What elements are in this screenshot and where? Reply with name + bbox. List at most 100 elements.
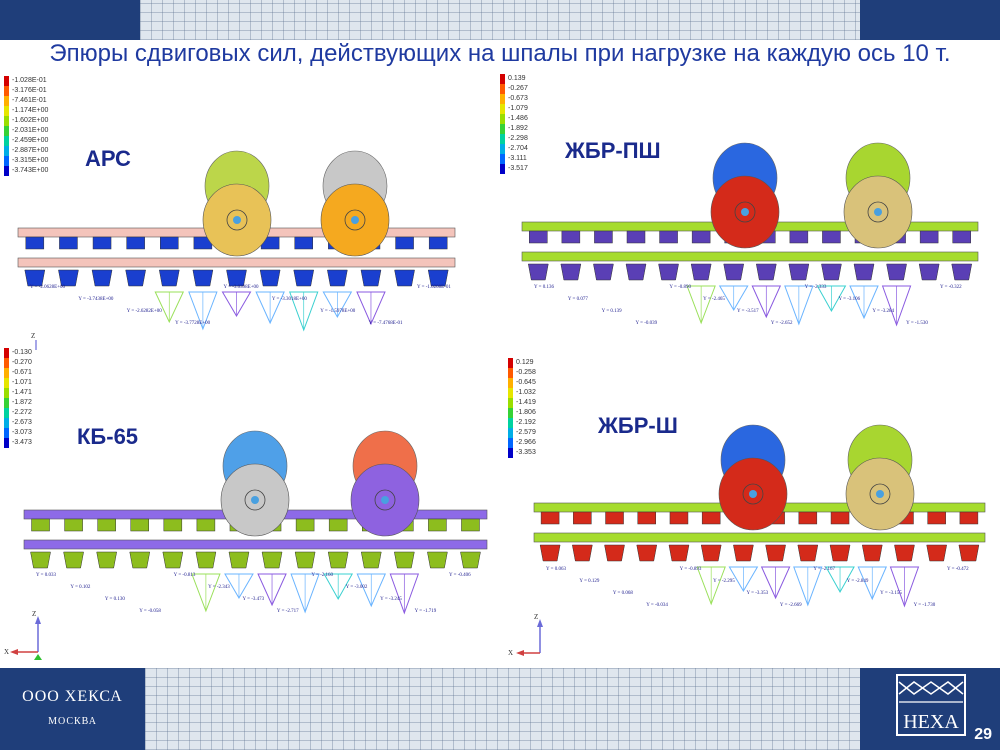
upper-tie (461, 518, 480, 532)
legend-entry: -2.192 (508, 418, 536, 428)
upper-tie (798, 511, 818, 525)
legend-value: -0.130 (12, 349, 32, 356)
legend-entry: -1.486 (500, 114, 528, 124)
legend-value: -0.673 (508, 95, 528, 102)
shear-value-label: Y = -3.245 (380, 597, 402, 602)
legend-entry: -3.517 (500, 164, 528, 174)
wheel-hub (244, 489, 266, 511)
legend-swatch (4, 76, 9, 86)
page-number: 29 (974, 726, 992, 743)
legend-entry: -0.130 (4, 348, 32, 358)
lower-tie (755, 263, 777, 281)
legend-value: -2.887E+00 (12, 147, 49, 154)
lower-tie (625, 263, 647, 281)
lower-tie (261, 551, 283, 569)
lower-tie (765, 544, 786, 562)
legend-swatch (500, 144, 505, 154)
shear-value-label: Y = -2.343 (208, 585, 230, 590)
legend-value: -7.461E-01 (12, 97, 47, 104)
shear-value-label: Y = -7.4768E-01 (369, 321, 403, 326)
lower-tie (293, 269, 315, 287)
legend-entry: -3.743E+00 (4, 166, 48, 176)
legend-value: -1.486 (508, 115, 528, 122)
lower-tie (129, 551, 151, 569)
footer-band (0, 668, 1000, 750)
legend-value: -3.517 (508, 165, 528, 172)
panel-label-zhbr-sh: ЖБР-Ш (598, 413, 678, 438)
upper-tie (669, 511, 689, 525)
legend-value: -2.704 (508, 145, 528, 152)
lower-tie (700, 544, 722, 562)
upper-tie (328, 518, 348, 532)
legend-value: -0.267 (508, 85, 528, 92)
legend-entry: -1.028E-01 (4, 76, 48, 86)
panel-arc: Y = -2.0628E+00 Y = -3.7438E+00 Y = -2.628… (17, 150, 456, 332)
upper-tie (92, 236, 112, 250)
lower-rail (521, 251, 979, 262)
legend-entry: -3.315E+00 (4, 156, 48, 166)
lower-tie (96, 551, 117, 569)
legend-entry: -7.461E-01 (4, 96, 48, 106)
legend-swatch (500, 94, 505, 104)
lower-tie (690, 263, 712, 281)
upper-tie (701, 511, 721, 525)
lower-tie (427, 269, 449, 287)
legend-entry: -2.673 (4, 418, 32, 428)
shear-value-label: Y = -3.284 (872, 309, 894, 314)
mesh-background (140, 0, 860, 40)
lower-tie (294, 551, 316, 569)
wheel-axle (351, 216, 359, 224)
header-block-right (860, 0, 1000, 40)
lower-tie (527, 263, 549, 281)
legend-value: -2.673 (12, 419, 32, 426)
lower-tie (228, 551, 250, 569)
upper-tie (561, 230, 581, 244)
upper-tie (64, 518, 83, 532)
header-band (0, 0, 1000, 40)
shear-value-label: Y = -3.106 (839, 297, 861, 302)
company-name: ООО ХЕКСА (22, 688, 123, 705)
legend-value: -2.272 (12, 409, 32, 416)
upper-tie (540, 511, 560, 525)
lower-tie (918, 263, 940, 281)
legend-value: -3.743E+00 (12, 167, 49, 174)
axis-z-label: Z (32, 610, 36, 618)
lower-tie (327, 551, 349, 569)
legend-swatch (500, 124, 505, 134)
lower-tie (24, 269, 46, 287)
lower-tie (636, 544, 658, 562)
legend-swatch (508, 408, 513, 418)
lower-tie (886, 263, 907, 281)
lower-tie (788, 263, 810, 281)
upper-tie (919, 230, 939, 244)
axis-x-label-right: X (508, 649, 513, 657)
legend-swatch (4, 126, 9, 136)
wheel-axle (381, 496, 389, 504)
legend-swatch (500, 134, 505, 144)
upper-tie (25, 236, 45, 250)
legend-swatch (4, 358, 9, 368)
lower-tie (30, 551, 51, 569)
legend-value: -3.073 (12, 429, 32, 436)
upper-tie (395, 236, 414, 250)
legend-value: 0.129 (516, 359, 534, 366)
legend-swatch (508, 428, 513, 438)
lower-tie (58, 269, 79, 287)
lower-tie (951, 263, 973, 281)
upper-tie (428, 518, 447, 532)
legend-entry: -0.270 (4, 358, 32, 368)
legend-value: -1.806 (516, 409, 536, 416)
lower-tie (604, 544, 625, 562)
axis-z-label-top: Z (31, 332, 35, 340)
legend-swatch (4, 96, 9, 106)
legend-entry: -0.267 (500, 84, 528, 94)
legend-value: -0.645 (516, 379, 536, 386)
legend-value: -2.459E+00 (12, 137, 49, 144)
legend-swatch (4, 418, 9, 428)
legend-entry: -1.806 (508, 408, 536, 418)
lower-tie (259, 269, 281, 287)
shear-value-label: Y = -2.669 (780, 603, 802, 608)
legend-value: -2.966 (516, 439, 536, 446)
lower-tie (91, 269, 113, 287)
legend-value: -1.079 (508, 105, 528, 112)
